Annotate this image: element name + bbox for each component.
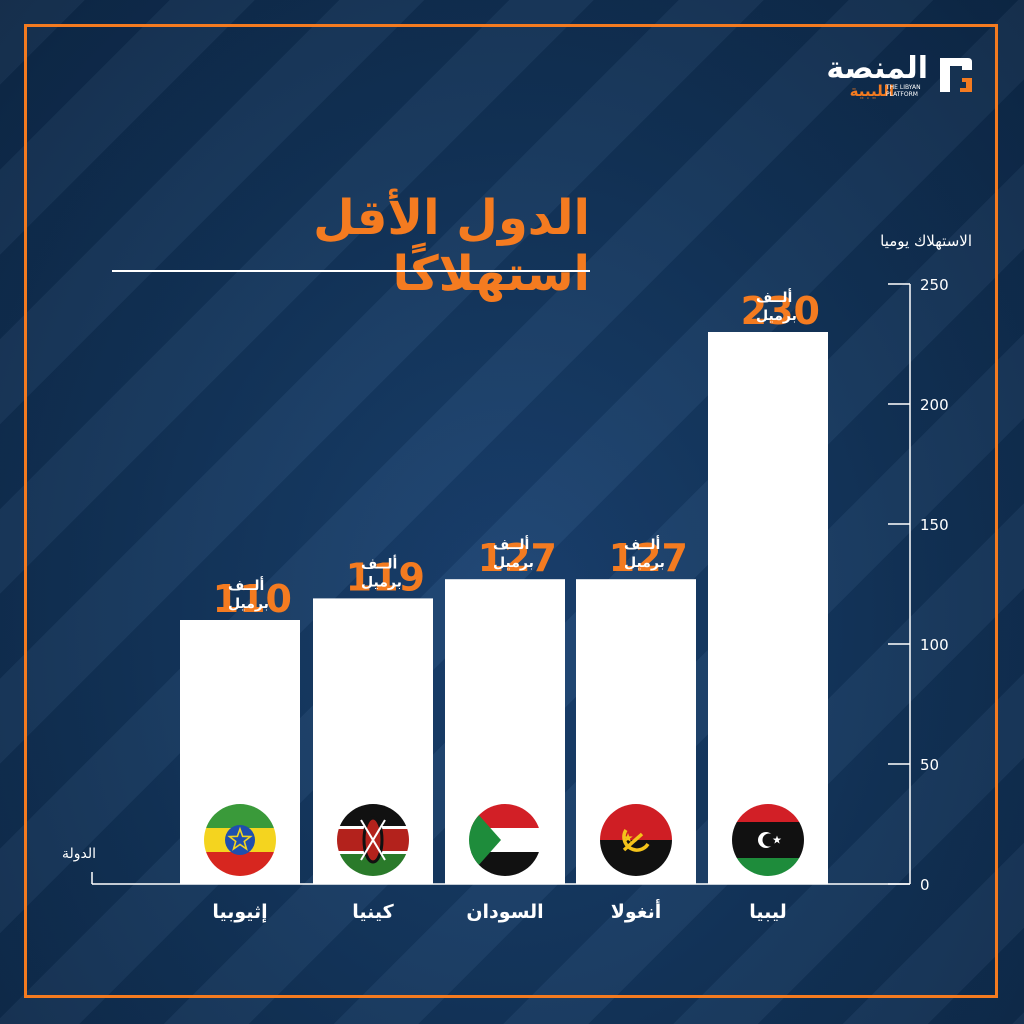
- category-label: أنغولا: [611, 899, 661, 923]
- logo-mark-icon: [940, 58, 972, 92]
- bar-value-label: 119: [346, 555, 425, 599]
- y-tick-label: 200: [920, 396, 949, 414]
- bar: [708, 332, 828, 884]
- bar-unit-label-line2: برميل: [756, 308, 797, 324]
- sudan-flag-icon: [469, 804, 541, 876]
- chart-labels: 110ألــفبرميلإثيوبيا119ألــفبرميلكينيا12…: [212, 288, 820, 923]
- y-tick-label: 250: [920, 276, 949, 294]
- bar-value-label: 127: [609, 536, 688, 580]
- logo-english-text: THE LIBYAN PLATFORM: [886, 84, 926, 98]
- bar-unit-label-line2: برميل: [624, 555, 665, 571]
- bar-unit-label-line2: برميل: [228, 596, 269, 612]
- bar-unit-label-line1: ألــف: [624, 535, 660, 553]
- bar-unit-label-line1: ألــف: [756, 288, 792, 306]
- bar-value-label: 127: [478, 536, 557, 580]
- bar-unit-label-line1: ألــف: [493, 535, 529, 553]
- logo-english-line2: PLATFORM: [886, 91, 918, 98]
- logo-english-line1: THE LIBYAN: [886, 84, 921, 91]
- angola-flag-icon: [600, 804, 672, 876]
- bar-unit-label-line1: ألــف: [228, 576, 264, 594]
- y-tick-label: 100: [920, 636, 949, 654]
- y-tick-label: 150: [920, 516, 949, 534]
- chart-flags: [204, 804, 804, 876]
- ethiopia-flag-icon: [204, 804, 276, 876]
- bar-unit-label-line2: برميل: [493, 555, 534, 571]
- logo-arabic-sub: الليبية: [849, 82, 894, 100]
- title-underline: [112, 270, 590, 272]
- platform-logo: المنصة الليبية THE LIBYAN PLATFORM: [824, 52, 976, 104]
- orange-frame: [24, 24, 998, 998]
- category-label: إثيوبيا: [212, 901, 267, 923]
- bar-unit-label-line2: برميل: [361, 574, 402, 590]
- chart-title: الدول الأقل استهلاكًا: [313, 190, 590, 302]
- y-tick-label: 0: [920, 876, 930, 894]
- category-label: كينيا: [352, 901, 394, 923]
- kenya-flag-icon: [337, 804, 409, 876]
- category-label: السودان: [466, 901, 543, 923]
- libya-flag-icon: [732, 804, 804, 876]
- bar-unit-label-line1: ألــف: [361, 554, 397, 572]
- bar-value-label: 110: [213, 577, 292, 621]
- bar-value-label: 230: [741, 289, 820, 333]
- logo-arabic-main: المنصة: [826, 51, 928, 86]
- x-axis-label: الدولة: [62, 846, 97, 862]
- y-axis-label: الاستهلاك يوميا: [880, 232, 972, 250]
- category-label: ليبيا: [749, 901, 787, 923]
- y-tick-label: 50: [920, 756, 939, 774]
